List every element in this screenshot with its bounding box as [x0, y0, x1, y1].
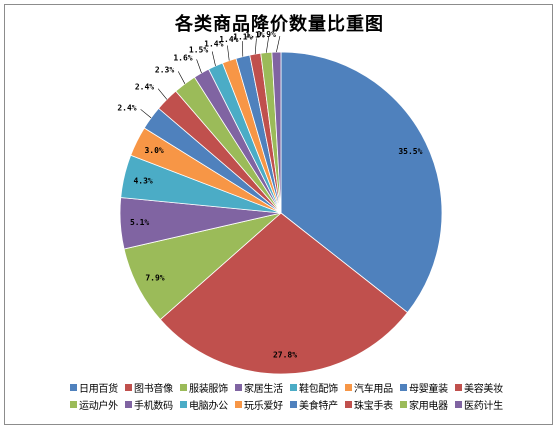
legend-label: 珠宝手表 [354, 400, 393, 412]
legend-swatch [70, 400, 77, 408]
legend-label: 美容美妆 [464, 383, 503, 395]
legend-swatch [180, 400, 187, 408]
legend-label: 图书音像 [134, 383, 173, 395]
legend-label: 汽车用品 [354, 383, 393, 395]
pie-slices [119, 51, 443, 375]
legend-label: 鞋包配饰 [299, 383, 338, 395]
legend-item: 日用百货 [70, 380, 125, 395]
legend-item: 母婴童装 [400, 380, 455, 395]
legend-label: 服装服饰 [189, 383, 228, 395]
legend-item: 手机数码 [125, 397, 180, 412]
legend-label: 手机数码 [134, 400, 173, 412]
leader-line [157, 88, 168, 100]
leader-lines [140, 36, 281, 119]
data-label: 27.8% [273, 351, 297, 360]
legend-swatch [345, 400, 352, 408]
data-label: 0.9% [257, 30, 276, 39]
leader-line [227, 45, 230, 61]
data-label: 1.4% [219, 35, 238, 44]
legend-label: 医药计生 [464, 400, 503, 412]
leader-line [140, 109, 152, 119]
legend-swatch [235, 383, 242, 391]
data-label: 7.9% [145, 274, 164, 283]
legend-item: 美食特产 [290, 397, 345, 412]
legend-swatch [455, 383, 462, 391]
legend-label: 电脑办公 [189, 400, 228, 412]
legend-swatch [290, 400, 297, 408]
legend-label: 运动户外 [79, 400, 118, 412]
data-label: 1.4% [204, 40, 223, 49]
legend-swatch [125, 383, 132, 391]
leader-line [266, 36, 269, 53]
data-labels: 35.5%27.8%7.9%5.1%4.3%3.0%2.4%2.4%2.3%1.… [117, 30, 422, 360]
legend-swatch [400, 400, 407, 408]
legend-item: 家用电器 [400, 397, 455, 412]
legend: 日用百货 图书音像 服装服饰 家居生活 鞋包配饰 汽车用品 母婴童装 美容美妆运动户外 手机数码… [70, 380, 510, 412]
leader-line [276, 36, 281, 53]
legend-swatch [125, 400, 132, 408]
leader-line [196, 59, 202, 74]
legend-item: 珠宝手表 [345, 397, 400, 412]
data-label: 35.5% [398, 147, 422, 156]
legend-swatch [345, 383, 352, 391]
legend-swatch [400, 383, 407, 391]
legend-swatch [180, 383, 187, 391]
legend-item: 汽车用品 [345, 380, 400, 395]
data-label: 4.3% [133, 177, 152, 186]
data-label: 1.5% [189, 46, 208, 55]
legend-swatch [290, 383, 297, 391]
legend-label: 母婴童装 [409, 383, 448, 395]
data-label: 1.1% [233, 32, 252, 41]
data-label: 2.4% [135, 83, 154, 92]
data-label: 2.4% [117, 103, 136, 112]
legend-item: 鞋包配饰 [290, 380, 345, 395]
legend-item: 玩乐爱好 [235, 397, 290, 412]
legend-item: 家居生活 [235, 380, 290, 395]
leader-line [211, 51, 216, 66]
data-label: 1.6% [173, 53, 192, 62]
legend-swatch [235, 400, 242, 408]
legend-item: 运动户外 [70, 397, 125, 412]
legend-item: 图书音像 [125, 380, 180, 395]
data-label: 5.1% [130, 218, 149, 227]
data-label: 3.0% [144, 146, 163, 155]
legend-item: 医药计生 [455, 397, 510, 412]
data-label: 1.1% [245, 31, 264, 40]
leader-line [254, 38, 257, 55]
legend-label: 玩乐爱好 [244, 400, 283, 412]
pie-slice [159, 212, 409, 375]
legend-swatch [455, 400, 462, 408]
legend-label: 家居生活 [244, 383, 283, 395]
data-label: 2.3% [155, 65, 174, 74]
legend-label: 家用电器 [409, 400, 448, 412]
legend-label: 美食特产 [299, 400, 338, 412]
legend-label: 日用百货 [79, 383, 118, 395]
leader-line [177, 71, 186, 84]
legend-item: 美容美妆 [455, 380, 510, 395]
legend-item: 电脑办公 [180, 397, 235, 412]
legend-item: 服装服饰 [180, 380, 235, 395]
pie-slice [280, 51, 443, 314]
chart-title: 各类商品降价数量比重图 [175, 14, 384, 35]
legend-swatch [70, 383, 77, 391]
